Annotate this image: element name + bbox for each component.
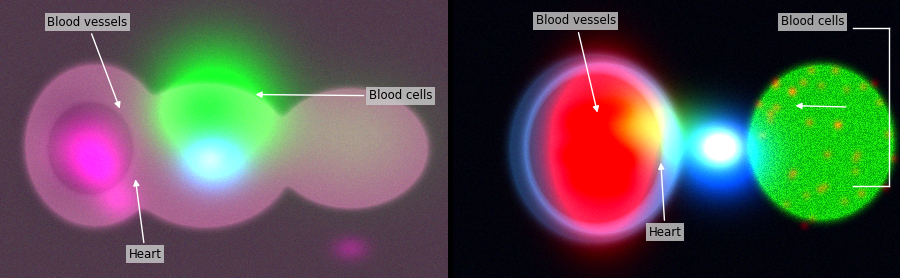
Text: Heart: Heart <box>129 181 162 261</box>
Text: Blood vessels: Blood vessels <box>47 16 127 107</box>
Text: Blood cells: Blood cells <box>780 15 844 28</box>
Text: Blood cells: Blood cells <box>257 90 433 102</box>
Text: Blood vessels: Blood vessels <box>536 14 616 111</box>
Text: Heart: Heart <box>649 164 681 239</box>
